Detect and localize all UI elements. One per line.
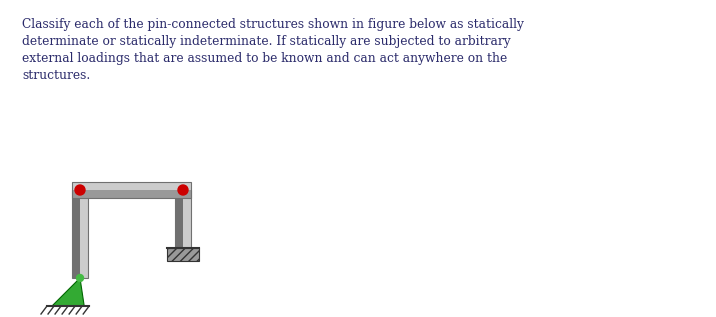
Bar: [167, 248, 199, 261]
Polygon shape: [52, 278, 84, 306]
Bar: [183, 190, 191, 248]
Bar: [72, 182, 191, 198]
Text: external loadings that are assumed to be known and can act anywhere on the: external loadings that are assumed to be…: [22, 52, 507, 65]
Text: structures.: structures.: [22, 69, 90, 82]
Circle shape: [77, 275, 84, 281]
Bar: [72, 190, 191, 198]
Bar: [175, 190, 183, 248]
Bar: [80, 190, 88, 278]
Circle shape: [178, 185, 188, 195]
Circle shape: [75, 185, 85, 195]
Bar: [72, 190, 80, 278]
Text: Classify each of the pin-connected structures shown in figure below as staticall: Classify each of the pin-connected struc…: [22, 18, 524, 31]
Bar: [175, 190, 191, 248]
Bar: [72, 182, 191, 190]
Bar: [72, 190, 88, 278]
Text: determinate or statically indeterminate. If statically are subjected to arbitrar: determinate or statically indeterminate.…: [22, 35, 511, 48]
